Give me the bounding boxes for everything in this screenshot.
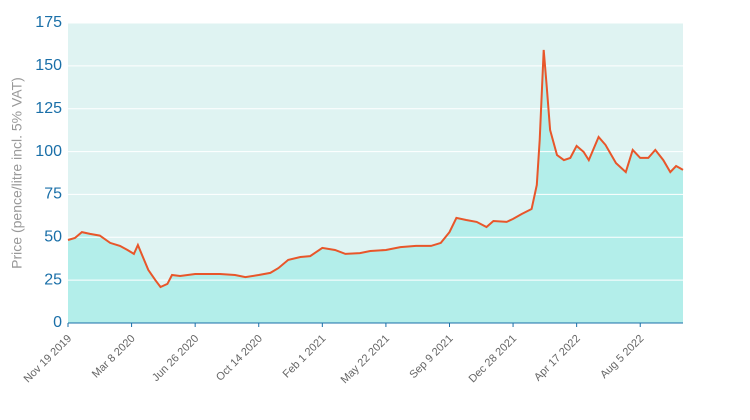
y-tick-label: 100 <box>35 143 62 160</box>
y-tick-label: 150 <box>35 57 62 74</box>
x-tick-label: Mar 8 2020 <box>90 333 138 381</box>
x-tick-label: Sep 9 2021 <box>407 333 455 381</box>
line <box>67 49 684 289</box>
y-tick-label: 50 <box>44 229 62 246</box>
x-tick-label: Jun 26 2020 <box>150 333 201 384</box>
x-tick-label: May 22 2021 <box>339 333 392 386</box>
y-axis-label: Price (pence/litre incl. 5% VAT) <box>9 77 25 269</box>
y-tick-label: 175 <box>35 14 62 31</box>
x-tick-label: Dec 28 2021 <box>467 333 520 386</box>
x-tick-label: Nov 19 2019 <box>22 333 75 386</box>
x-tick-label: Feb 1 2021 <box>281 333 329 381</box>
y-tick-label: 125 <box>35 100 62 117</box>
y-tick-label: 0 <box>53 314 62 331</box>
x-tick-label: Oct 14 2020 <box>214 333 265 384</box>
y-tick-label: 25 <box>44 271 62 288</box>
y-tick-label: 75 <box>44 186 62 203</box>
area <box>68 49 683 324</box>
x-tick-label: Apr 17 2022 <box>532 333 583 384</box>
x-tick-label: Aug 5 2022 <box>598 333 646 381</box>
